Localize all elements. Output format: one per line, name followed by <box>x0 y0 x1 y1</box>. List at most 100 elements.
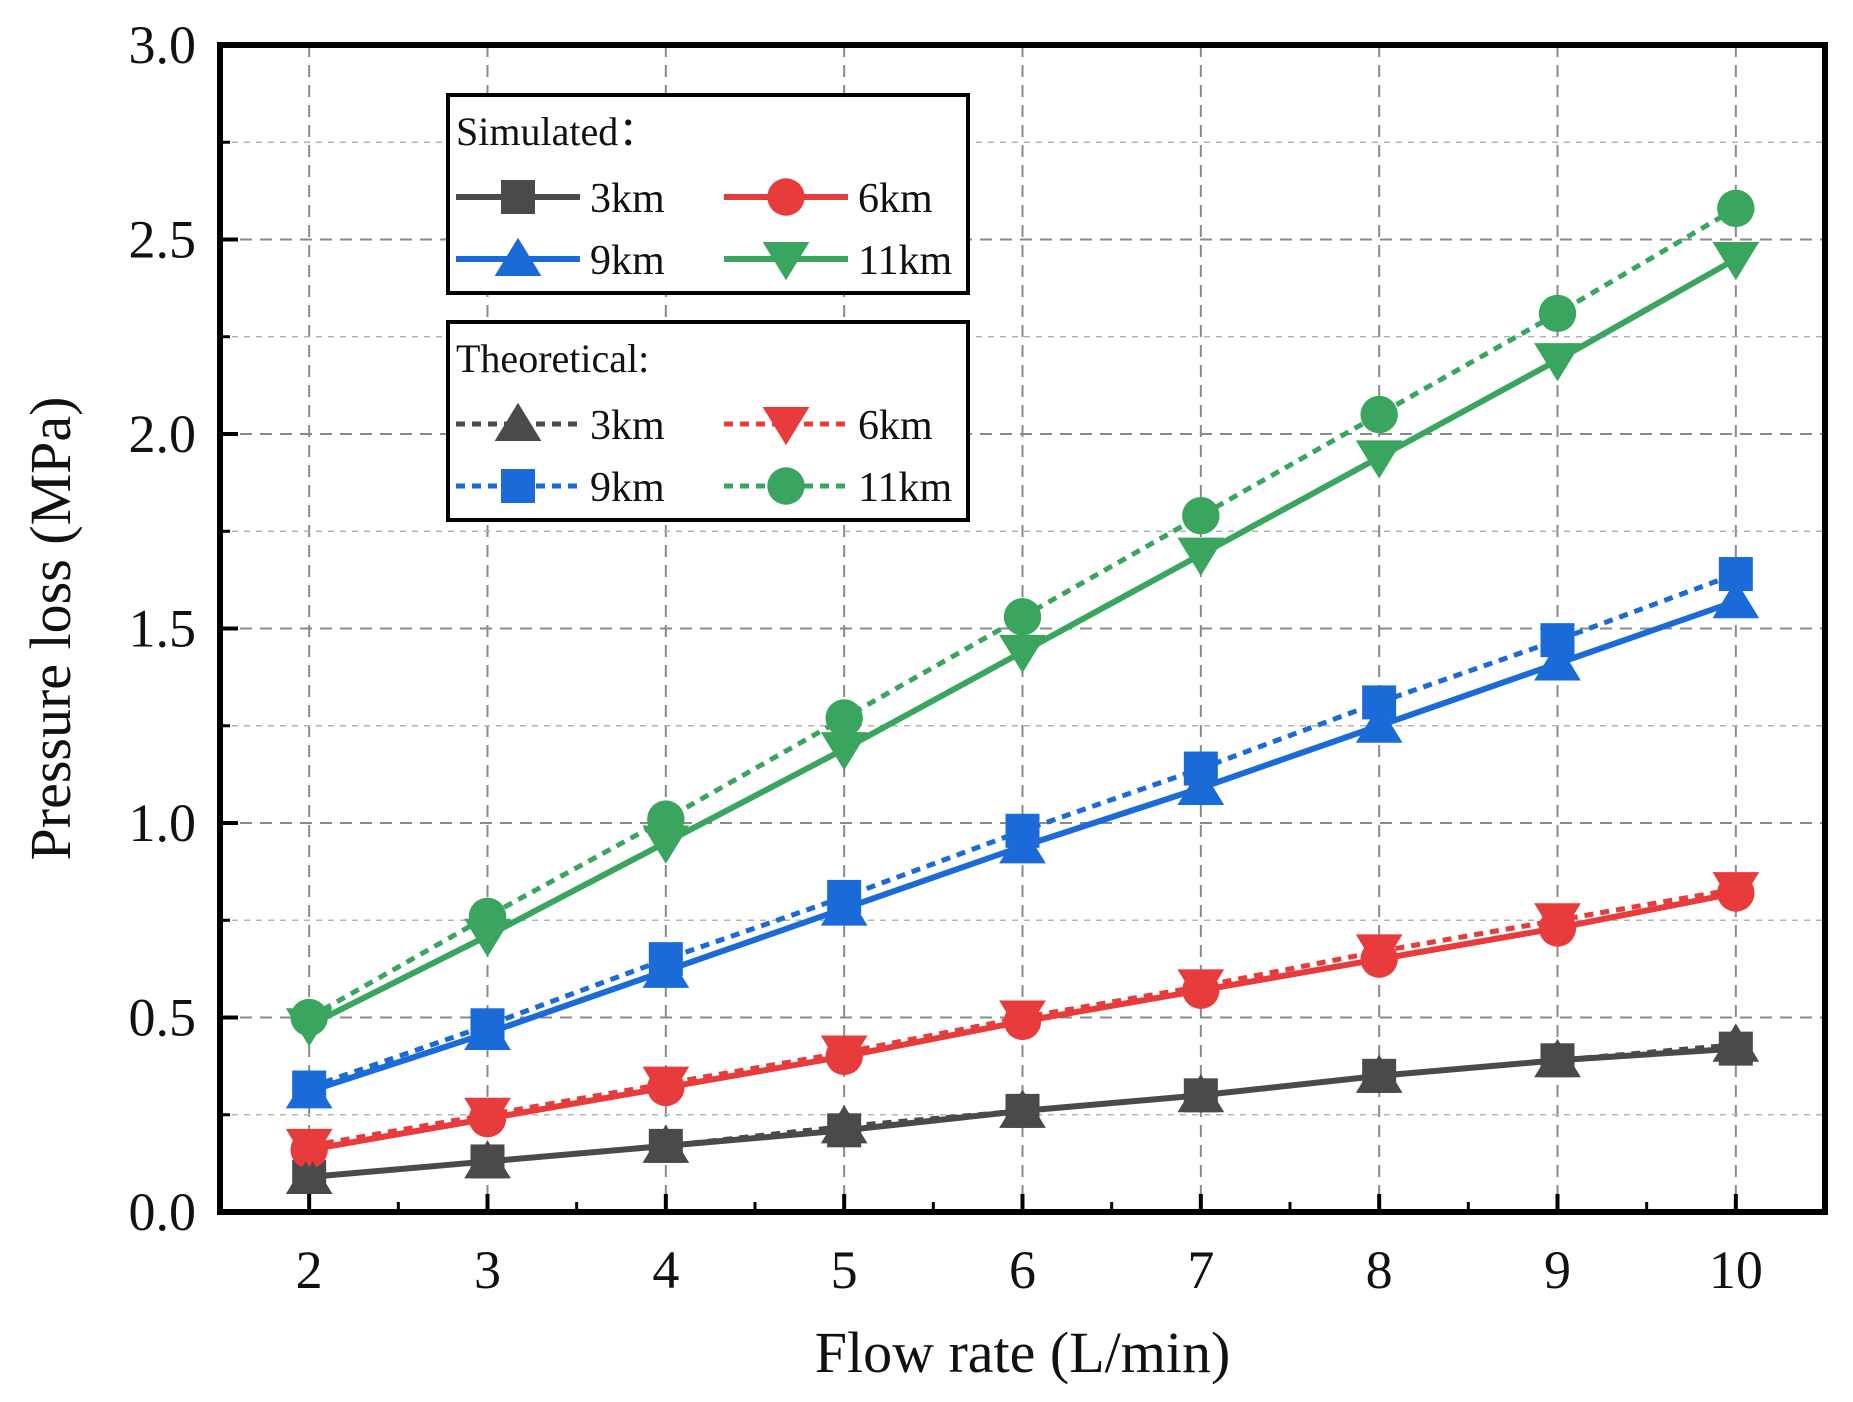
data-point <box>642 1066 690 1105</box>
legend-marker <box>501 180 535 214</box>
legend-item: 6km <box>724 403 933 449</box>
x-tick-label: 8 <box>1366 1240 1393 1300</box>
data-point <box>1718 557 1753 592</box>
data-point <box>1360 395 1398 434</box>
data-point <box>1003 598 1042 636</box>
legend-item: 6km <box>724 176 933 222</box>
x-tick-label: 3 <box>474 1240 501 1300</box>
series-theoretical-11km <box>290 189 1755 1037</box>
legend-item: 3km <box>456 176 665 222</box>
ticks: 2 3 4 5 6 7 8 9 10 0.0 0.5 1.0 1.5 2.0 2.5 3.0 <box>129 15 1827 1300</box>
legend-item: 9km <box>456 237 665 284</box>
data-point <box>285 1128 333 1168</box>
x-tick-label: 4 <box>652 1240 679 1300</box>
legend-label: 3km <box>590 403 665 449</box>
data-point <box>820 1105 868 1144</box>
data-point <box>642 825 690 864</box>
series-theoretical-6km <box>285 872 1760 1168</box>
y-tick-label: 2.0 <box>129 404 197 464</box>
x-tick-label: 7 <box>1187 1240 1214 1300</box>
legend-box-theoretical: Theoretical: 3km 6km 9km 11km <box>446 320 970 522</box>
y-tick-label: 1.5 <box>129 599 197 659</box>
data-point <box>470 1008 505 1043</box>
legend-marker <box>762 242 810 281</box>
y-axis-title: Pressure loss (MPa) <box>18 397 83 861</box>
y-tick-label: 3.0 <box>129 15 197 75</box>
legend-label: 11km <box>858 238 952 284</box>
data-point <box>1534 642 1581 681</box>
data-point <box>1712 872 1760 911</box>
legend-label: 9km <box>590 465 665 511</box>
legend-marker <box>767 467 805 505</box>
data-point <box>999 1000 1046 1039</box>
data-point <box>1182 496 1220 535</box>
data-point <box>642 1124 690 1163</box>
data-point <box>820 732 868 771</box>
data-point <box>1534 903 1581 942</box>
data-point <box>1183 751 1218 786</box>
y-tick-label: 2.5 <box>129 210 197 270</box>
data-point <box>1355 1054 1403 1093</box>
data-point <box>1540 623 1575 658</box>
x-tick-label: 6 <box>1009 1240 1036 1300</box>
data-point <box>1534 1039 1581 1078</box>
data-point <box>285 1155 333 1194</box>
data-point <box>999 1089 1046 1128</box>
x-tick-label: 9 <box>1544 1240 1571 1300</box>
data-point <box>1712 1023 1760 1062</box>
legend-label: 6km <box>858 176 933 222</box>
legend-heading: Theoretical: <box>456 336 649 381</box>
legend-marker <box>501 469 535 503</box>
data-point <box>1362 685 1397 720</box>
data-point <box>1177 766 1225 805</box>
data-point <box>999 634 1046 674</box>
legend-item: 11km <box>724 238 952 284</box>
y-tick-label: 1.0 <box>129 793 197 853</box>
legend-label: 3km <box>590 176 665 222</box>
legend-label: 11km <box>858 465 952 511</box>
x-tick-label: 10 <box>1709 1240 1763 1300</box>
data-point <box>1177 969 1225 1008</box>
data-point <box>827 879 862 914</box>
series-layer <box>285 189 1760 1194</box>
series-theoretical-9km <box>292 557 1753 1105</box>
legend-label: 6km <box>858 403 933 449</box>
data-point <box>1355 440 1403 479</box>
data-point <box>1355 704 1403 743</box>
data-point <box>290 998 328 1037</box>
data-point <box>464 1140 511 1179</box>
data-point <box>648 942 683 977</box>
data-point <box>1712 580 1760 619</box>
legend-item: 11km <box>724 465 952 511</box>
legend-box-simulated: Simulated： 3km 6km 9km 11km <box>446 93 970 295</box>
data-point <box>292 1070 327 1105</box>
legend-item: 3km <box>456 402 665 449</box>
data-point <box>1355 934 1403 973</box>
data-point <box>1005 813 1040 848</box>
data-point <box>468 897 507 936</box>
legend-heading: Simulated： <box>456 109 658 154</box>
legend: Simulated： 3km 6km 9km 11km Theoretical: 3km 6k… <box>446 93 970 522</box>
y-tick-label: 0.0 <box>129 1182 197 1242</box>
y-tick-label: 0.5 <box>129 988 197 1048</box>
x-tick-label: 5 <box>831 1240 858 1300</box>
series-theoretical-3km <box>285 1023 1760 1194</box>
data-point <box>1177 1074 1225 1113</box>
data-point <box>820 1035 868 1074</box>
legend-label: 9km <box>590 238 665 284</box>
data-point <box>825 699 863 737</box>
data-point <box>1717 189 1755 228</box>
legend-marker <box>762 407 810 446</box>
data-point <box>1712 241 1760 281</box>
data-point <box>647 800 685 838</box>
x-tick-label: 2 <box>296 1240 323 1300</box>
legend-item: 9km <box>456 465 665 511</box>
data-point <box>1534 343 1581 382</box>
legend-marker <box>494 402 542 441</box>
legend-marker <box>494 237 542 276</box>
data-point <box>1538 294 1577 333</box>
legend-marker <box>767 178 805 216</box>
data-point <box>464 1097 511 1136</box>
